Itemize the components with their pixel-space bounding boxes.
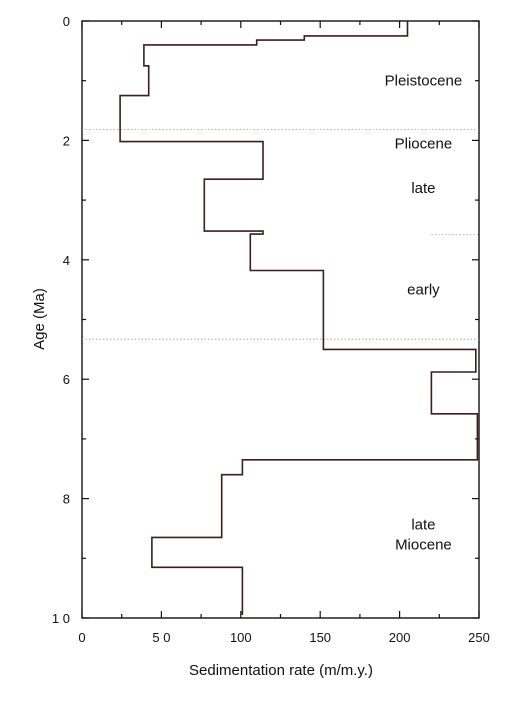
epoch-label: early	[407, 282, 440, 299]
x-tick-label: 150	[309, 630, 331, 645]
epoch-label: late	[411, 180, 435, 197]
x-tick-label: 100	[230, 630, 252, 645]
y-tick-label: 6	[63, 372, 70, 387]
sedimentation-rate-line	[119, 21, 479, 615]
x-tick-label: 0	[78, 630, 85, 645]
y-axis-title: Age (Ma)	[31, 288, 48, 350]
y-tick-label: 4	[63, 253, 70, 268]
x-tick-label: 5 0	[152, 630, 170, 645]
y-tick-label: 1 0	[52, 611, 70, 626]
y-tick-label: 0	[63, 14, 70, 29]
epoch-labels: Pleistocene Pliocene late early late Miocene	[385, 73, 463, 554]
epoch-label: Pleistocene	[385, 73, 463, 90]
y-tick-label: 2	[63, 133, 70, 148]
y-tick-labels: 0 2 4 6 8 1 0	[52, 14, 70, 626]
x-tick-label: 250	[468, 630, 490, 645]
epoch-label: Miocene	[395, 536, 452, 553]
epoch-label: late	[411, 516, 435, 533]
axis-ticks	[81, 20, 480, 619]
epoch-label: Pliocene	[395, 135, 453, 152]
epoch-boundaries	[82, 129, 479, 340]
x-axis-title: Sedimentation rate (m/m.y.)	[189, 662, 373, 679]
x-tick-label: 200	[389, 630, 411, 645]
y-tick-label: 8	[63, 492, 70, 507]
